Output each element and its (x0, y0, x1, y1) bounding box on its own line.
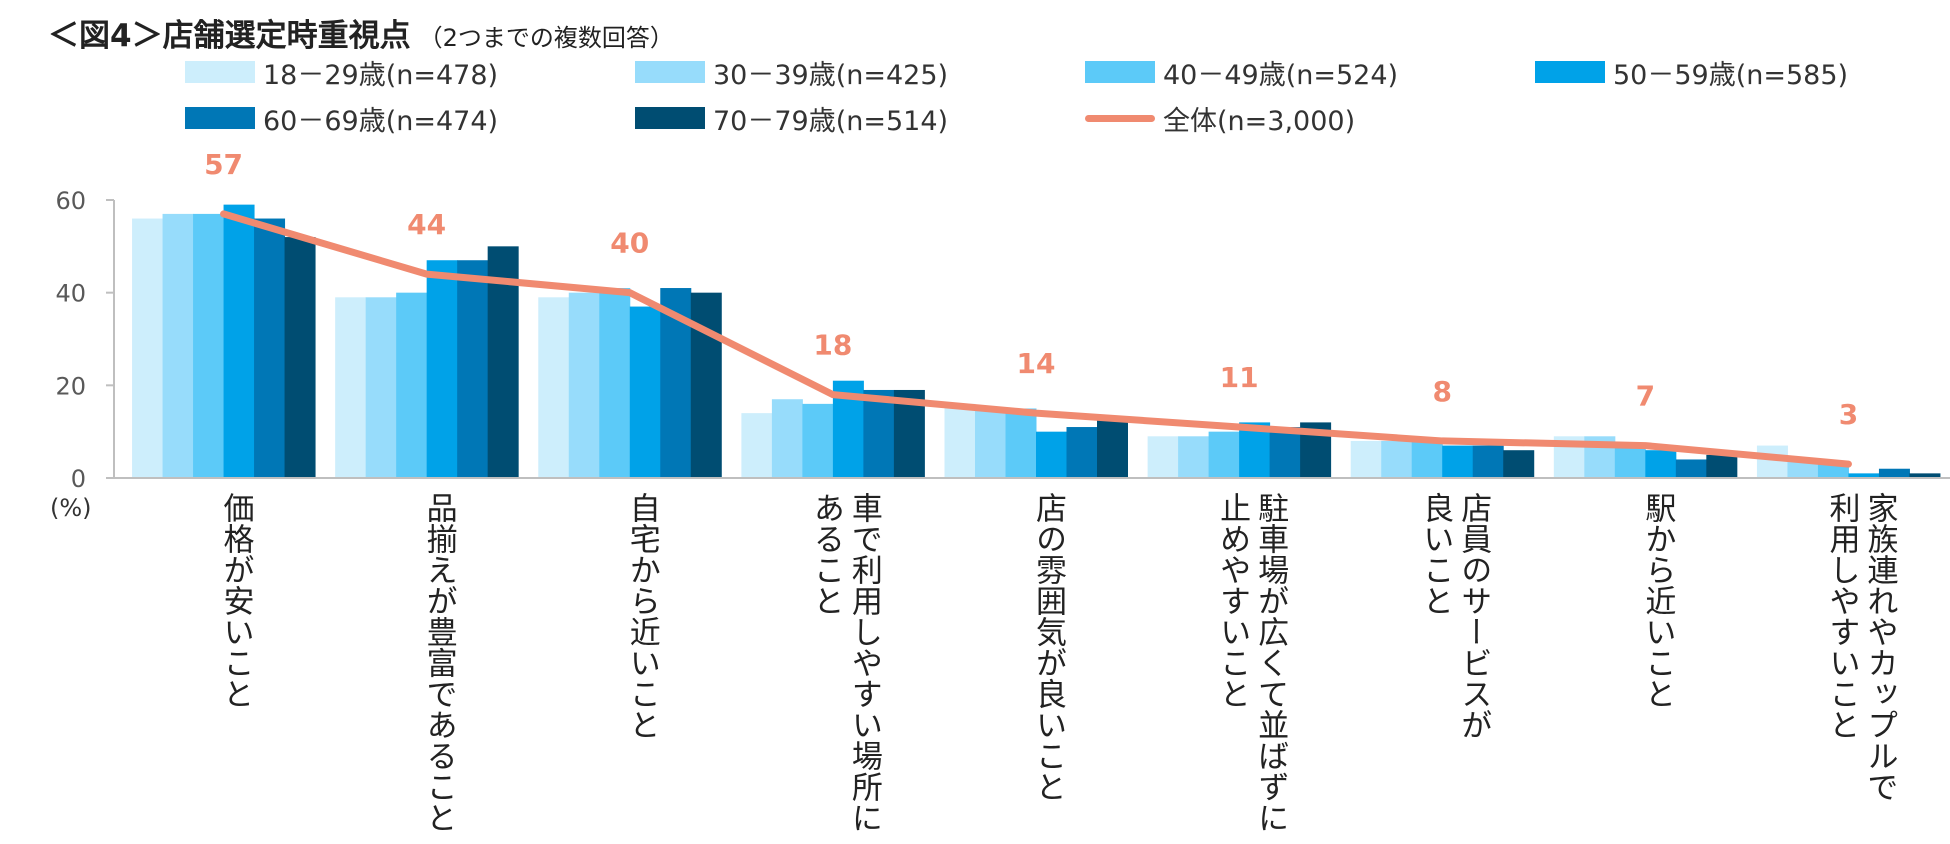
bar (802, 403, 834, 478)
bar (1848, 473, 1880, 478)
data-label: 40 (610, 227, 649, 260)
bar (1442, 445, 1474, 478)
bar (741, 413, 773, 478)
legend-label: 60－69歳(n=474) (263, 105, 499, 137)
category-label: 価格が安いこと (217, 492, 254, 709)
bar (1503, 450, 1535, 478)
category-label: 家族連れやカップルで 利用しやすいこと (1823, 492, 1898, 802)
category-label: 駐車場が広くて並ばずに 止めやすいこと (1214, 492, 1289, 833)
bar (1208, 431, 1240, 478)
legend-label: 50－59歳(n=585) (1613, 59, 1849, 91)
bar (538, 297, 570, 478)
bar (457, 260, 489, 478)
bar (193, 213, 225, 478)
bar (284, 237, 316, 478)
legend-item: 18－29歳(n=478) (185, 54, 499, 91)
bar (1147, 436, 1179, 478)
category-label: 自宅から近いこと (623, 492, 660, 740)
category-label: 品揃えが豊富であること (420, 492, 457, 833)
legend: 18－29歳(n=478) 30－39歳(n=425) 40－49歳(n=524) 5… (0, 0, 1950, 160)
legend-label: 40－49歳(n=524) (1163, 59, 1399, 91)
legend-label: 18－29歳(n=478) (263, 59, 499, 91)
bar (568, 292, 600, 478)
category-label: 店員のサービスが 良いこと (1417, 492, 1492, 740)
legend-item: 全体(n=3,000) (1085, 100, 1356, 137)
bar (1614, 445, 1646, 478)
legend-swatch (1085, 61, 1155, 83)
legend-swatch (635, 107, 705, 129)
bar (690, 292, 722, 478)
legend-item: 50－59歳(n=585) (1535, 54, 1849, 91)
bar (1381, 440, 1413, 478)
legend-swatch (635, 61, 705, 83)
bar (629, 306, 661, 478)
bar (335, 297, 367, 478)
bar (1036, 431, 1067, 478)
legend-item: 70－79歳(n=514) (635, 100, 949, 137)
legend-line-swatch (1085, 114, 1155, 122)
bar (771, 399, 803, 478)
legend-item: 30－39歳(n=425) (635, 54, 949, 91)
bar (1411, 440, 1443, 478)
data-label: 8 (1432, 375, 1451, 408)
y-tick-label: 20 (55, 372, 86, 400)
legend-item: 40－49歳(n=524) (1085, 54, 1399, 91)
category-label: 駅から近いこと (1639, 492, 1676, 709)
bar (1756, 445, 1788, 478)
legend-label: 70－79歳(n=514) (713, 105, 949, 137)
bar (1269, 427, 1301, 478)
y-axis-unit-label: (%) (50, 494, 92, 522)
bar (223, 204, 255, 478)
legend-label: 全体(n=3,000) (1163, 105, 1356, 137)
bar (1066, 427, 1098, 478)
bar (396, 292, 428, 478)
bar (1675, 459, 1707, 478)
bar (1817, 464, 1849, 478)
bar (944, 403, 976, 478)
bar (254, 218, 286, 479)
legend-swatch (185, 61, 255, 83)
data-label: 57 (204, 148, 243, 181)
chart-title-main: ＜図4＞店舗選定時重視点 (48, 18, 411, 54)
data-label: 3 (1839, 398, 1858, 431)
data-label: 18 (813, 329, 852, 362)
legend-swatch (185, 107, 255, 129)
data-label: 7 (1636, 380, 1655, 413)
bar (1909, 473, 1941, 478)
total-series-line (220, 210, 1852, 468)
bar (132, 218, 164, 479)
bar (426, 260, 458, 478)
legend-swatch (1535, 61, 1605, 83)
bar (1472, 445, 1504, 478)
bar (1878, 468, 1910, 478)
bar (1350, 440, 1382, 478)
data-label: 14 (1017, 347, 1056, 380)
y-tick-label: 0 (71, 465, 86, 493)
chart-title: ＜図4＞店舗選定時重視点 （2つまでの複数回答） (48, 10, 674, 55)
bar (1178, 436, 1210, 478)
bar (1005, 408, 1037, 478)
data-label: 44 (407, 208, 446, 241)
bar (863, 389, 895, 478)
legend-label: 30－39歳(n=425) (713, 59, 949, 91)
bar (599, 288, 631, 478)
y-tick-label: 60 (55, 187, 86, 215)
bar (1706, 454, 1738, 478)
chart-subtitle: （2つまでの複数回答） (418, 24, 674, 52)
bar (1645, 450, 1677, 478)
y-tick-label: 40 (55, 280, 86, 308)
bar (365, 297, 397, 478)
legend-item: 60－69歳(n=474) (185, 100, 499, 137)
data-label: 11 (1220, 361, 1259, 394)
bar (975, 408, 1006, 478)
bar (162, 213, 194, 478)
category-label: 店の雰囲気が良いこと (1030, 492, 1066, 802)
bar (1097, 417, 1128, 478)
category-label: 車で利用しやすい場所に あること (807, 492, 882, 833)
